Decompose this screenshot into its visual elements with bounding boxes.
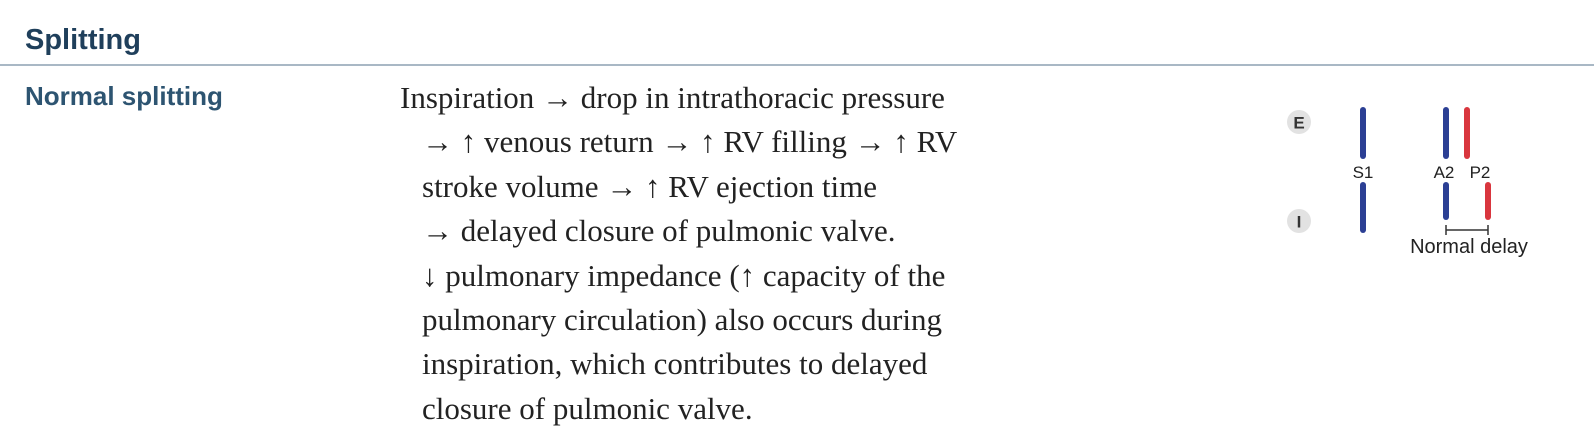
expiration-badge-label: E — [1293, 114, 1304, 133]
section-divider — [0, 64, 1594, 66]
a2-label: A2 — [1434, 163, 1455, 182]
inspiration-badge: I — [1287, 209, 1311, 233]
description-text: Inspiration → drop in intrathoracic pres… — [400, 76, 1020, 431]
s1-label: S1 — [1353, 163, 1374, 182]
description-line: ↓ pulmonary impedance (↑ capacity of the — [422, 257, 946, 293]
inspiration-badge-label: I — [1297, 213, 1302, 232]
p2-label: P2 — [1470, 163, 1491, 182]
description-line: closure of pulmonic valve. — [422, 390, 753, 426]
section-title: Splitting — [25, 24, 141, 56]
description-line: Inspiration → drop in intrathoracic pres… — [400, 80, 945, 115]
description-line: pulmonary circulation) also occurs durin… — [422, 302, 942, 338]
normal-delay-label: Normal delay — [1410, 236, 1528, 258]
delay-bracket — [1445, 225, 1489, 235]
expiration-badge: E — [1287, 110, 1311, 134]
heart-sound-splitting-diagram: E I S1 A2 P2 Normal delay — [1287, 107, 1528, 258]
row-title: Normal splitting — [25, 81, 223, 111]
description-line: stroke volume → ↑ RV ejection time — [422, 168, 877, 204]
description-line: → ↑ venous return → ↑ RV filling → ↑ RV — [422, 124, 958, 160]
description-line: inspiration, which contributes to delaye… — [422, 346, 928, 382]
description-line: → delayed closure of pulmonic valve. — [422, 213, 896, 249]
